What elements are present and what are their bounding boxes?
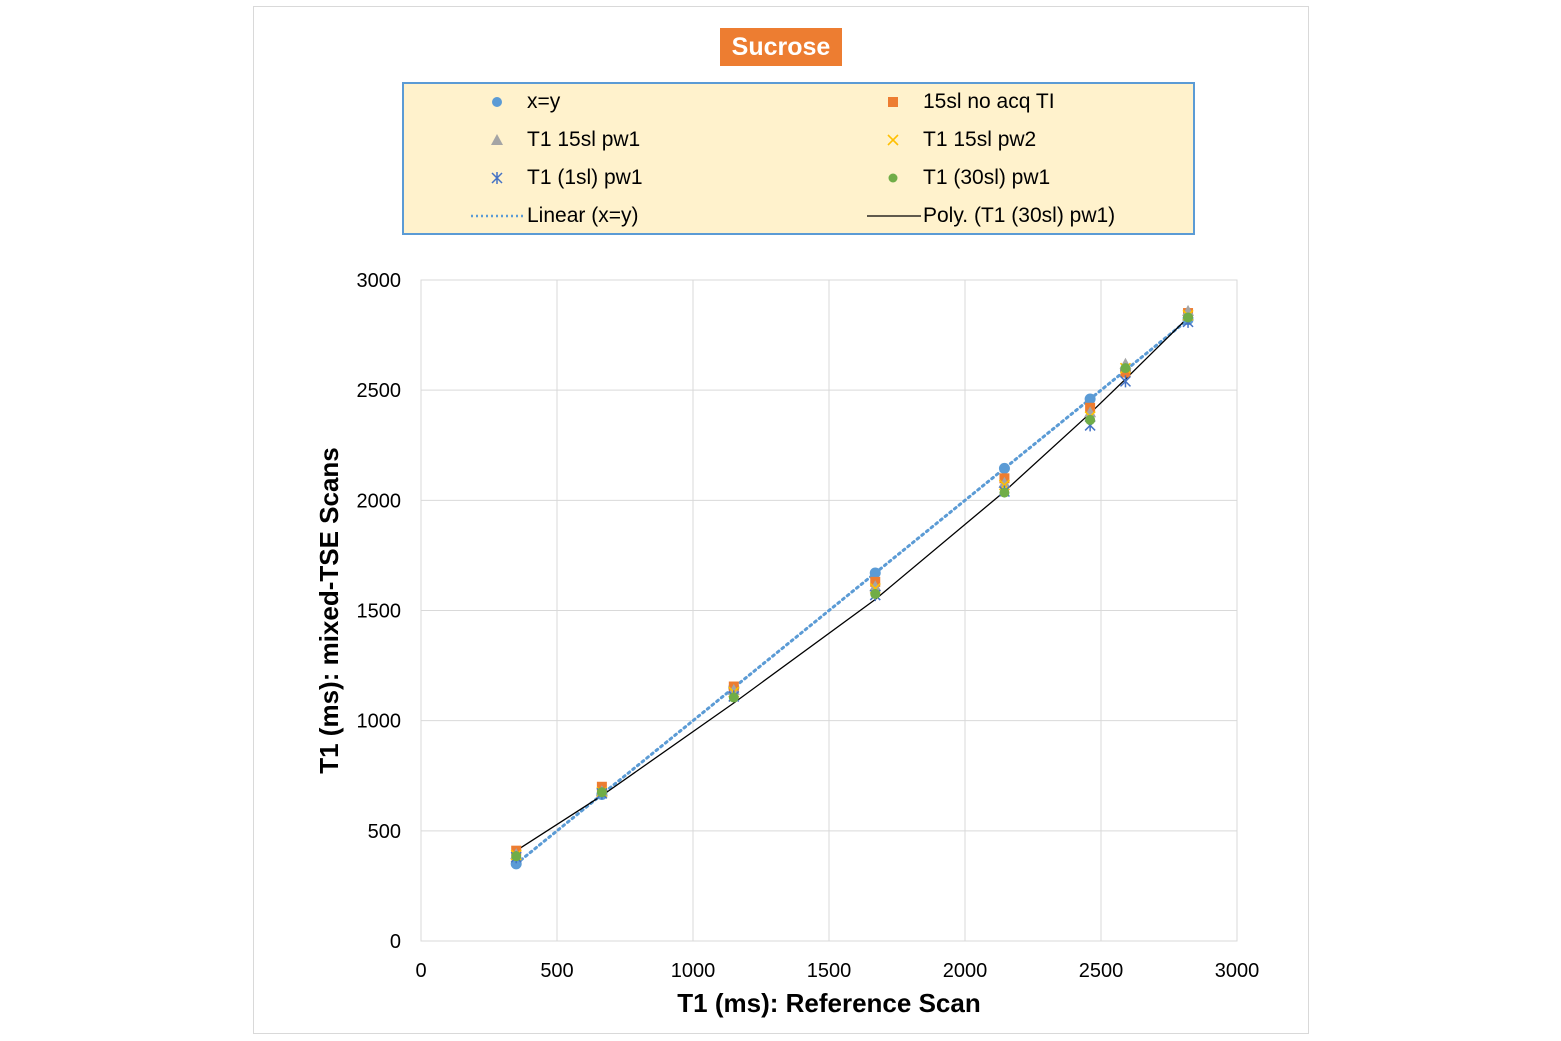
x-tick-label: 1500 — [807, 960, 852, 982]
legend-item-15sl-pw2: T1 15sl pw2 — [867, 125, 1036, 155]
legend-label: T1 15sl pw1 — [527, 128, 641, 151]
y-tick-label: 0 — [390, 931, 401, 953]
data-point — [869, 580, 882, 592]
data-point — [511, 851, 522, 862]
data-point — [510, 858, 522, 870]
linear-trendline — [514, 318, 1190, 866]
legend-label: x=y — [527, 90, 561, 113]
data-point — [999, 487, 1010, 498]
data-point — [596, 787, 607, 798]
y-tick-label: 500 — [368, 821, 401, 843]
legend-item-15sl-pw1: T1 15sl pw1 — [471, 125, 640, 155]
data-point — [998, 476, 1011, 488]
poly-trendline — [515, 317, 1189, 852]
legend-label: Linear (x=y) — [527, 204, 639, 227]
x-tick-label: 500 — [540, 960, 573, 982]
x-tick-label: 2500 — [1079, 960, 1124, 982]
legend-item-poly-trend: Poly. (T1 (30sl) pw1) — [867, 201, 1115, 231]
x-tick-label: 1000 — [671, 960, 716, 982]
x-tick-label: 0 — [415, 960, 426, 982]
chart-title: Sucrose — [720, 28, 842, 66]
data-point — [998, 462, 1010, 474]
data-point — [870, 588, 881, 599]
y-axis-title: T1 (ms): mixed-TSE Scans — [314, 447, 344, 774]
legend-label: T1 (30sl) pw1 — [923, 166, 1051, 189]
legend-label: 15sl no acq TI — [923, 90, 1055, 113]
legend-label: T1 (1sl) pw1 — [527, 166, 643, 189]
y-tick-label: 2000 — [357, 490, 402, 512]
x-axis-title: T1 (ms): Reference Scan — [677, 988, 980, 1018]
x-tick-label: 3000 — [1215, 960, 1260, 982]
legend-item-linear-trend: Linear (x=y) — [471, 201, 638, 231]
x-tick-label: 2000 — [943, 960, 988, 982]
data-point — [869, 567, 881, 579]
data-point — [1085, 414, 1096, 425]
legend-item-x-eq-y: x=y — [471, 87, 560, 117]
data-point — [728, 692, 739, 703]
legend-label: T1 15sl pw2 — [923, 128, 1037, 151]
y-tick-label: 1000 — [357, 711, 402, 733]
legend-item-15sl-no-acq: 15sl no acq TI — [867, 87, 1055, 117]
data-point — [727, 683, 740, 695]
data-point — [1120, 363, 1131, 374]
y-tick-label: 2500 — [357, 380, 402, 402]
data-point — [1119, 375, 1132, 388]
y-tick-label: 3000 — [357, 270, 402, 292]
legend-label: Poly. (T1 (30sl) pw1) — [923, 204, 1116, 227]
data-point — [1183, 312, 1194, 323]
legend-item-1sl-pw1: T1 (1sl) pw1 — [471, 163, 643, 193]
y-tick-label: 1500 — [357, 601, 402, 623]
legend-item-30sl-pw1: T1 (30sl) pw1 — [867, 163, 1050, 193]
data-point — [1084, 393, 1096, 405]
legend: x=y 15sl no acq TI T1 15sl pw1 T1 15sl p… — [402, 82, 1195, 235]
